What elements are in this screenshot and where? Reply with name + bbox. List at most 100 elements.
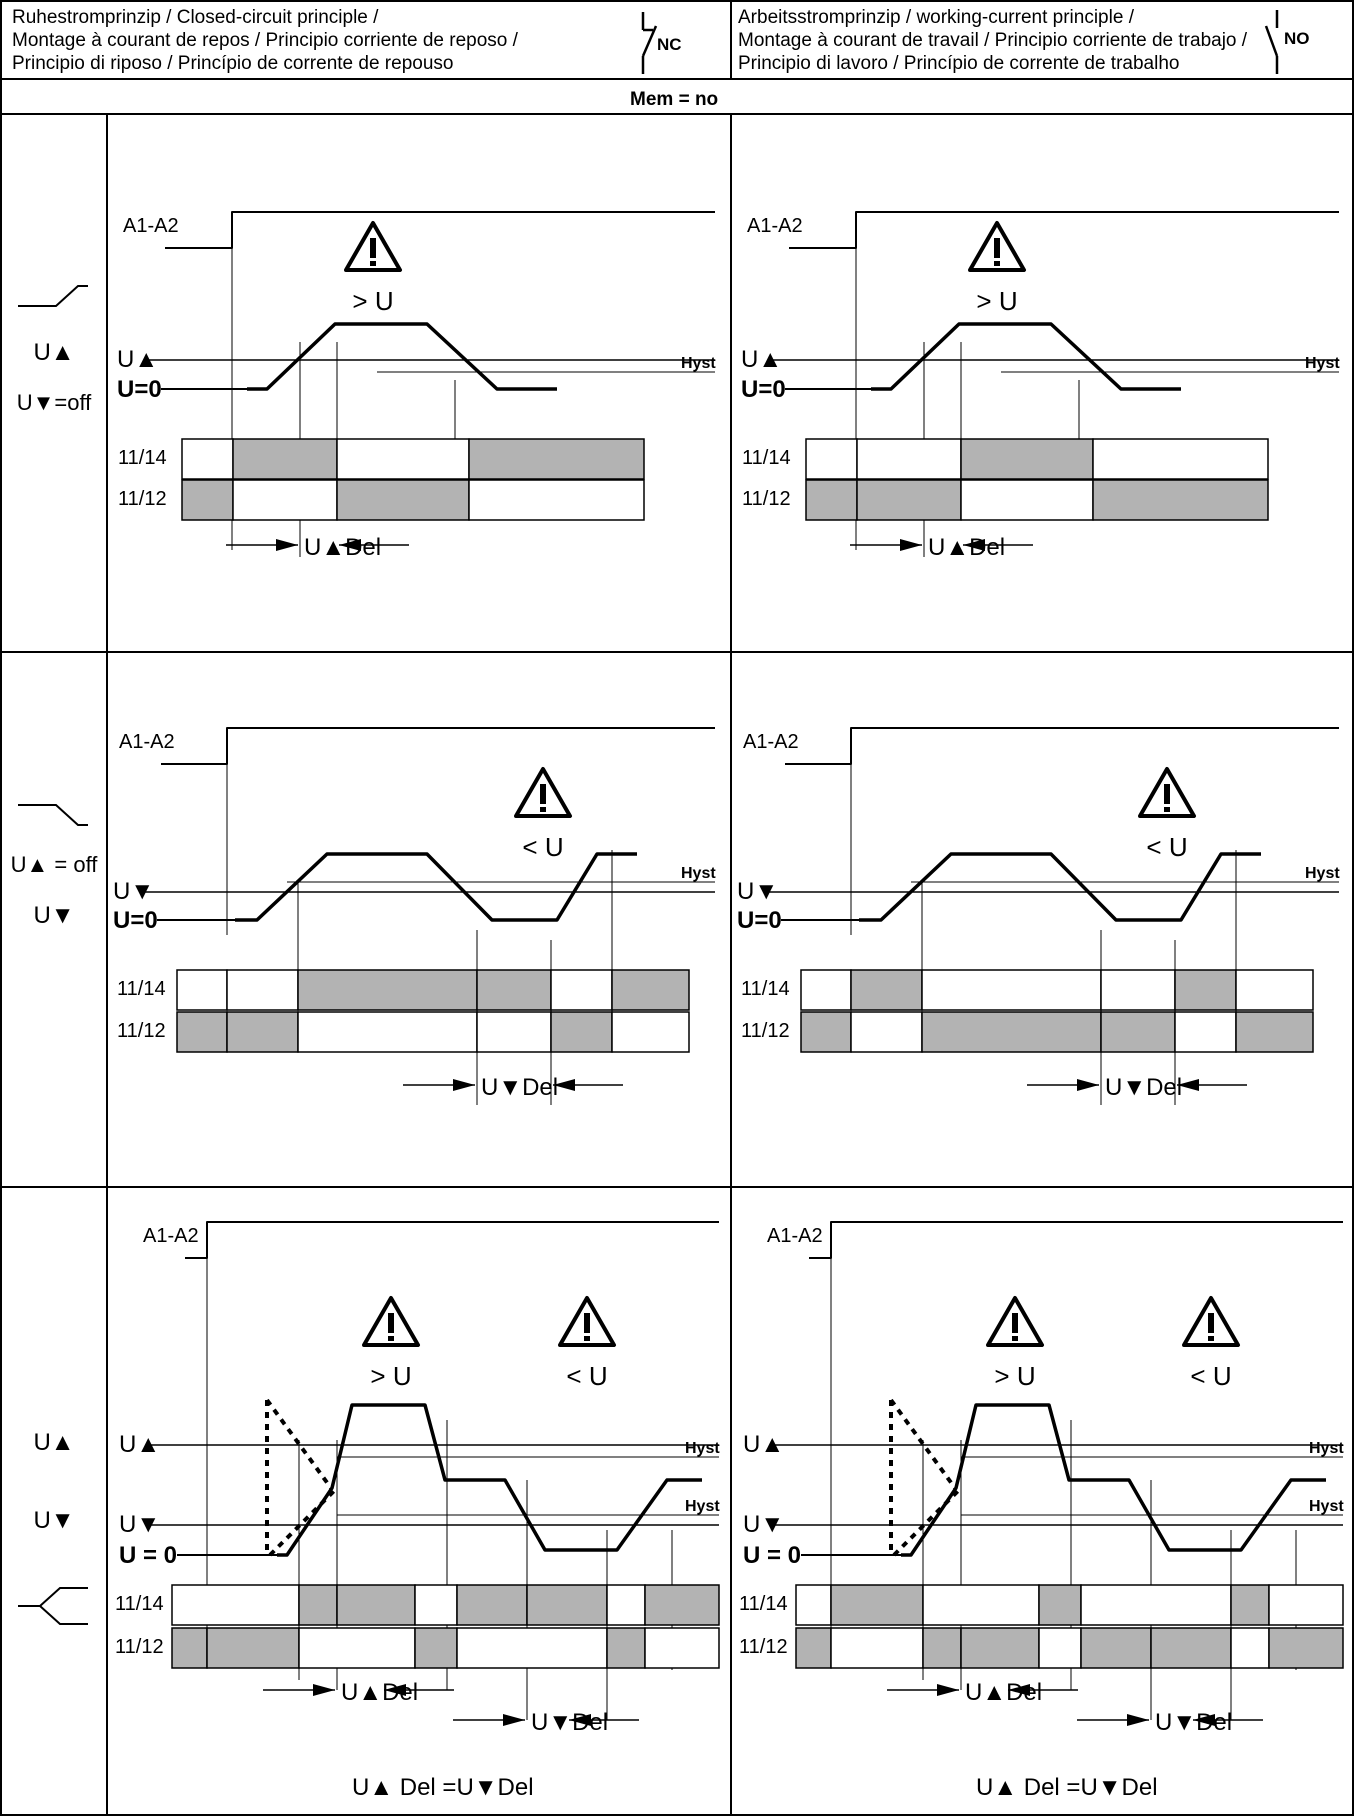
relay-11-14-segment (795, 1584, 832, 1626)
arrowhead (384, 1684, 406, 1696)
relay-11-14-segment (611, 969, 690, 1011)
relay-11-12-segment (606, 1627, 646, 1669)
hyst-label: Hyst (1309, 1440, 1344, 1457)
warning-icon (514, 767, 572, 818)
voltage-spike (268, 1486, 339, 1557)
header-nc-line-2: Montage à courant de repos / Principio c… (12, 30, 519, 51)
row-label-2: U▲ = off U▼ (11, 804, 99, 929)
contact-11-14-label: 11/14 (741, 978, 790, 1000)
row-3-label-b: U▼ (33, 1507, 74, 1534)
warning-icon (558, 1296, 616, 1347)
threshold-warning-label: > U (370, 1361, 411, 1391)
row-2-label-a: U▲ = off (11, 852, 99, 877)
arrowhead (553, 1079, 575, 1091)
relay-11-14-segment (181, 438, 234, 480)
contact-11-12-label: 11/12 (118, 488, 167, 510)
voltage-curve (871, 322, 1181, 391)
relay-11-12-segment (1174, 1011, 1237, 1053)
u-zero-label: U=0 (113, 907, 158, 934)
header-nc-line-1: Ruhestromprinzip / Closed-circuit princi… (12, 7, 379, 28)
delay-equation: U▲ Del =U▼Del (976, 1774, 1158, 1801)
hyst-label: Hyst (685, 1440, 720, 1457)
voltage-curve (277, 1403, 702, 1557)
relay-11-12-segment (206, 1627, 300, 1669)
arrowhead (1077, 1079, 1099, 1091)
supply-label: A1-A2 (123, 215, 179, 237)
arrowhead (339, 539, 361, 551)
hyst-label: Hyst (685, 1498, 720, 1515)
supply-label: A1-A2 (743, 731, 799, 753)
header-no-line-2: Montage à courant de travail / Principio… (738, 30, 1248, 51)
no-contact-label: NO (1284, 29, 1310, 48)
arrowhead (276, 539, 298, 551)
relay-11-12-segment (795, 1627, 832, 1669)
hyst-label: Hyst (681, 355, 716, 372)
supply-label: A1-A2 (767, 1225, 823, 1247)
relay-11-12-segment (476, 1011, 552, 1053)
u-zero-label: U=0 (117, 376, 162, 403)
contact-11-12-label: 11/12 (739, 1636, 788, 1658)
relay-11-12-segment (1100, 1011, 1176, 1053)
hyst-label: Hyst (1305, 355, 1340, 372)
relay-11-12-segment (960, 1627, 1040, 1669)
delay-label: U▲Del (304, 534, 381, 561)
relay-11-14-segment (1235, 969, 1314, 1011)
relay-11-14-segment (232, 438, 338, 480)
arrowhead (1177, 1079, 1199, 1091)
row-label-1: U▲ U▼=off (17, 285, 92, 415)
supply-label: A1-A2 (143, 1225, 199, 1247)
relay-11-12-segment (1038, 1627, 1082, 1669)
contact-11-14-label: 11/14 (118, 447, 167, 469)
relay-11-14-segment (960, 438, 1094, 480)
relay-11-14-segment (805, 438, 858, 480)
row-1-label-b: U▼=off (17, 390, 92, 415)
hyst-label: Hyst (1309, 1498, 1344, 1515)
relay-11-14-segment (922, 1584, 1040, 1626)
relay-11-14-segment (1100, 969, 1176, 1011)
u-zero-label: U=0 (741, 376, 786, 403)
relay-11-12-segment (336, 479, 470, 521)
contact-11-14-label: 11/14 (742, 447, 791, 469)
relay-11-14-segment (297, 969, 478, 1011)
supply-line (165, 211, 715, 249)
relay-11-14-segment (526, 1584, 608, 1626)
header-no: Arbeitsstromprinzip / working-current pr… (738, 7, 1310, 74)
relay-11-14-segment (226, 969, 299, 1011)
delay-label: U▼Del (1105, 1074, 1182, 1101)
relay-11-14-segment (1080, 1584, 1232, 1626)
relay-11-14-segment (336, 1584, 416, 1626)
threshold-warning-label: < U (1146, 832, 1187, 862)
relay-11-12-segment (1230, 1627, 1270, 1669)
relay-11-14-segment (1230, 1584, 1270, 1626)
delay-label: U▼Del (481, 1074, 558, 1101)
relay-11-14-segment (414, 1584, 458, 1626)
relay-11-14-segment (468, 438, 645, 480)
relay-11-14-segment (171, 1584, 300, 1626)
relay-11-12-segment (1268, 1627, 1344, 1669)
threshold-warning-label: > U (994, 1361, 1035, 1391)
relay-11-12-segment (644, 1627, 720, 1669)
voltage-curve (901, 1403, 1326, 1557)
relay-11-12-segment (960, 479, 1094, 521)
relay-11-14-segment (550, 969, 613, 1011)
row-3-label-a: U▲ (33, 1429, 74, 1456)
supply-line (809, 1221, 1343, 1259)
voltage-curve (235, 852, 637, 922)
delay-label: U▼Del (1155, 1709, 1232, 1736)
header-nc-line-3: Principio di riposo / Princípio de corre… (12, 53, 453, 74)
arrowhead (900, 539, 922, 551)
relay-11-12-segment (232, 479, 338, 521)
delay-label: U▲Del (341, 1679, 418, 1706)
relay-11-12-segment (414, 1627, 458, 1669)
supply-label: A1-A2 (747, 215, 803, 237)
arrowhead (503, 1714, 525, 1726)
relay-11-14-segment (1174, 969, 1237, 1011)
nc-contact-label: NC (657, 35, 682, 54)
relay-11-14-segment (856, 438, 962, 480)
arrowhead (1008, 1684, 1030, 1696)
threshold-warning-label: < U (1190, 1361, 1231, 1391)
arrowhead (453, 1079, 475, 1091)
arrowhead (937, 1684, 959, 1696)
